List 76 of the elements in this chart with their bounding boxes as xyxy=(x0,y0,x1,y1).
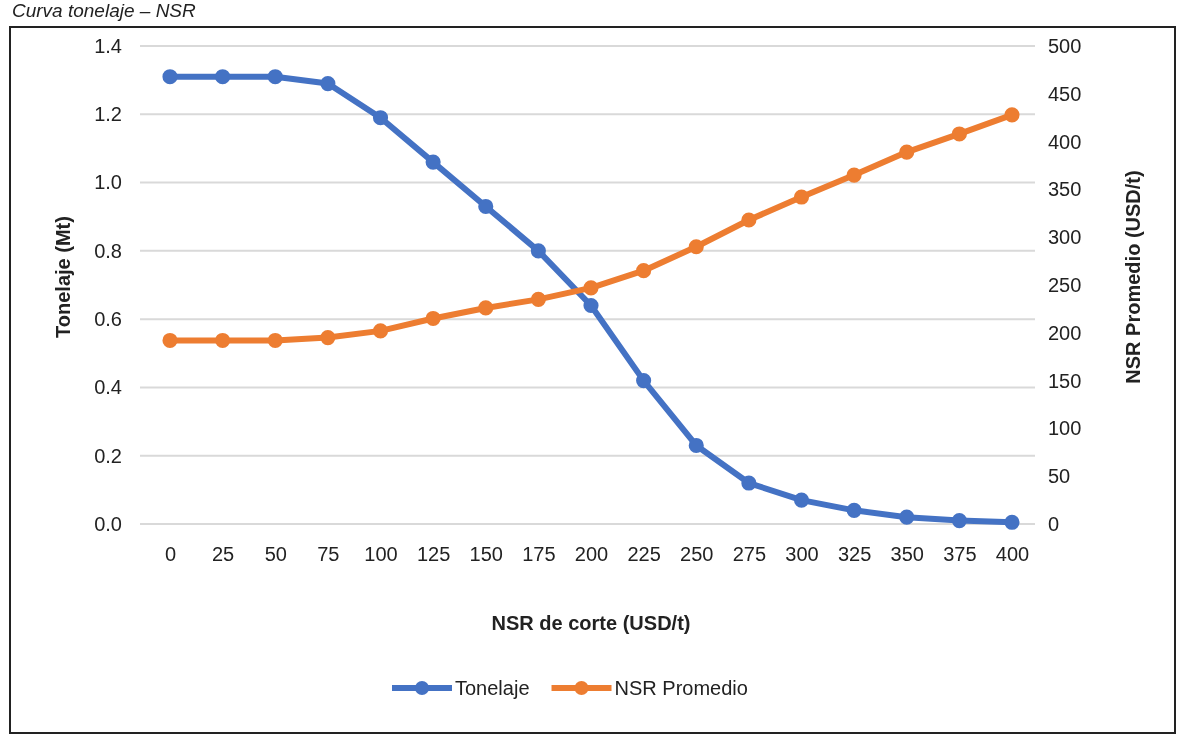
x-tick-label: 200 xyxy=(574,543,609,565)
x-tick-label: 25 xyxy=(212,543,235,565)
x-tick-label: 225 xyxy=(627,543,661,565)
point xyxy=(372,323,389,339)
legend-label: Tonelaje xyxy=(455,677,530,699)
y-tick-label: 0.2 xyxy=(94,444,122,467)
point xyxy=(267,332,283,348)
x-tick-label: 125 xyxy=(416,543,451,565)
x-tick-label: 275 xyxy=(732,543,767,565)
x-tick-label: 150 xyxy=(469,543,503,565)
y-tick-label: 1.0 xyxy=(94,171,122,194)
x-tick-label: 100 xyxy=(364,543,398,565)
point xyxy=(320,330,336,346)
y2-tick-label: 100 xyxy=(1048,417,1082,440)
y-tick-label: 0.0 xyxy=(94,512,122,535)
point xyxy=(530,291,546,307)
x-tick-label: 250 xyxy=(680,543,714,565)
point xyxy=(583,280,599,296)
x-tick-label: 375 xyxy=(943,543,977,565)
x-tick-label: 400 xyxy=(995,543,1030,565)
point xyxy=(793,492,810,508)
point xyxy=(1004,514,1020,530)
point xyxy=(530,243,546,259)
legend-label: NSR Promedio xyxy=(614,677,748,699)
point xyxy=(846,502,862,518)
point xyxy=(215,332,231,348)
y-tick-label: 0.4 xyxy=(94,376,122,399)
x-tick-label: 50 xyxy=(264,543,287,565)
point xyxy=(162,332,178,348)
point xyxy=(267,69,283,85)
x-tick-label: 175 xyxy=(522,543,556,565)
point xyxy=(636,373,652,389)
y-tick-label: 1.2 xyxy=(94,103,122,126)
y2-tick-label: 150 xyxy=(1048,369,1082,392)
point xyxy=(162,69,178,85)
point xyxy=(478,198,494,215)
y-tick-label: 1.4 xyxy=(94,34,122,57)
y2-axis-title: NSR Promedio (USD/t) xyxy=(1122,170,1144,384)
point xyxy=(688,437,704,454)
y2-tick-label: 300 xyxy=(1048,226,1082,249)
y2-tick-label: 500 xyxy=(1048,34,1082,57)
point xyxy=(372,110,389,126)
point xyxy=(583,297,599,314)
point xyxy=(215,69,231,85)
point xyxy=(741,212,757,228)
point xyxy=(425,154,441,170)
y-axis-title: Tonelaje (Mt) xyxy=(52,216,74,338)
x-tick-label: 0 xyxy=(164,543,177,565)
x-axis-title: NSR de corte (USD/t) xyxy=(491,612,691,634)
y2-tick-label: 50 xyxy=(1048,465,1071,488)
x-tick-label: 300 xyxy=(785,543,819,565)
point xyxy=(741,475,757,491)
y2-tick-label: 450 xyxy=(1048,82,1082,105)
point xyxy=(478,300,494,316)
point xyxy=(899,144,915,160)
point xyxy=(688,239,704,255)
point xyxy=(320,76,336,92)
point xyxy=(846,167,862,183)
y2-tick-label: 350 xyxy=(1048,178,1082,201)
x-tick-label: 350 xyxy=(890,543,924,565)
point xyxy=(636,263,652,279)
point xyxy=(951,126,967,142)
y2-tick-label: 0 xyxy=(1048,512,1060,535)
y-tick-label: 0.6 xyxy=(94,308,122,331)
point xyxy=(425,310,441,327)
y2-tick-label: 250 xyxy=(1048,273,1082,296)
x-tick-label: 325 xyxy=(837,543,872,565)
x-tick-label: 75 xyxy=(317,543,340,565)
y2-tick-label: 200 xyxy=(1048,321,1082,344)
y2-tick-label: 400 xyxy=(1048,130,1082,153)
point xyxy=(1004,107,1020,123)
point xyxy=(793,189,810,205)
y-tick-label: 0.8 xyxy=(94,239,122,262)
chart-title: Curva tonelaje – NSR xyxy=(12,0,197,21)
point xyxy=(951,513,967,529)
point xyxy=(899,509,915,525)
